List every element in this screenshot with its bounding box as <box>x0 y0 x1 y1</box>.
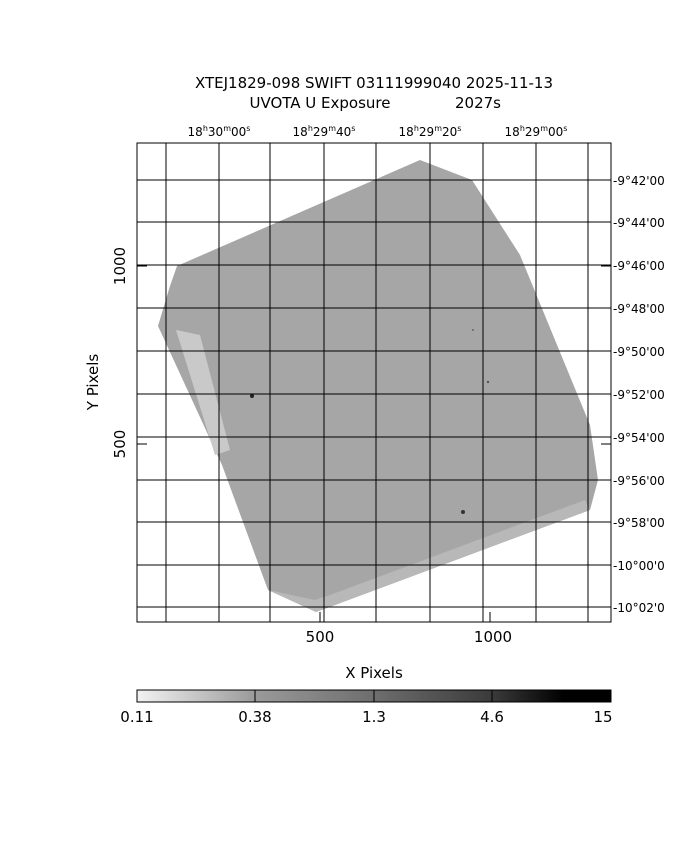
plot-subtitle-band: UVOTA U Exposure <box>250 94 391 112</box>
exposure-image <box>158 160 598 612</box>
dec-tick-label: -10°02'0 <box>613 601 665 615</box>
y-tick-label: 500 <box>111 430 129 459</box>
dec-tick-label: -9°54'00 <box>613 431 665 445</box>
dec-tick-label: -9°44'00 <box>613 216 665 230</box>
dec-tick-labels: -9°42'00 -9°44'00 -9°46'00 -9°48'00 -9°5… <box>613 174 665 615</box>
dark-spot <box>472 329 474 331</box>
colorbar-label: 4.6 <box>480 708 504 726</box>
exposure-edge-strip <box>176 330 230 455</box>
dec-tick-label: -9°48'00 <box>613 302 665 316</box>
dark-spot <box>461 510 465 514</box>
dec-tick-label: -9°42'00 <box>613 174 665 188</box>
pixel-ticks <box>137 265 611 622</box>
colorbar-label: 1.3 <box>362 708 386 726</box>
coordinate-grid <box>137 143 611 622</box>
plot-subtitle-exposure: 2027s <box>455 94 501 112</box>
ra-tick-label: 18h29m20s <box>399 124 462 139</box>
dec-tick-label: -9°50'00 <box>613 345 665 359</box>
x-tick-label: 1000 <box>474 628 512 646</box>
colorbar-label: 15 <box>593 708 612 726</box>
x-tick-label: 500 <box>306 628 335 646</box>
ra-tick-label: 18h29m00s <box>505 124 568 139</box>
exposure-edge-lower <box>268 500 590 612</box>
colorbar-label: 0.11 <box>120 708 153 726</box>
colorbar-labels: 0.11 0.38 1.3 4.6 15 <box>120 708 612 726</box>
dec-tick-label: -9°56'00 <box>613 474 665 488</box>
dark-spot <box>250 394 254 398</box>
exposure-footprint <box>158 160 598 612</box>
ra-tick-label: 18h29m40s <box>293 124 356 139</box>
plot-frame <box>136 142 612 623</box>
dec-tick-label: -10°00'0 <box>613 559 665 573</box>
ra-tick-labels: 18h30m00s 18h29m40s 18h29m20s 18h29m00s <box>188 124 568 139</box>
dec-tick-label: -9°46'00 <box>613 259 665 273</box>
plot-title: XTEJ1829-098 SWIFT 03111999040 2025-11-1… <box>195 74 553 92</box>
colorbar-label: 0.38 <box>238 708 271 726</box>
colorbar-ticks <box>254 690 493 702</box>
y-axis-label: Y Pixels <box>84 354 102 412</box>
ra-tick-label: 18h30m00s <box>188 124 251 139</box>
dec-tick-label: -9°52'00 <box>613 388 665 402</box>
dec-tick-label: -9°58'00 <box>613 516 665 530</box>
dark-spot <box>486 380 490 384</box>
y-tick-label: 1000 <box>111 247 129 285</box>
x-axis-label: X Pixels <box>345 664 403 682</box>
